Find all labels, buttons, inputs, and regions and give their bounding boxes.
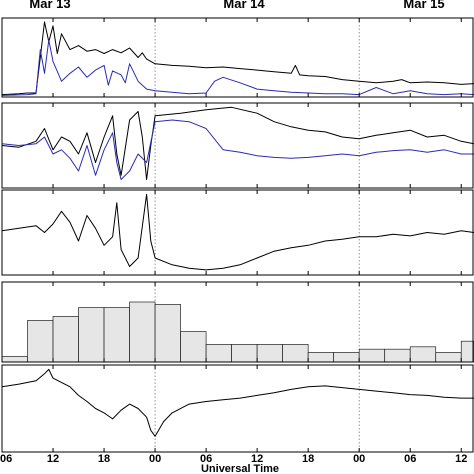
histogram-bar — [409, 346, 437, 363]
histogram-bar — [180, 331, 207, 363]
panel-5 — [1, 364, 474, 453]
histogram-bar — [78, 307, 105, 363]
series-line-2 — [1, 119, 474, 180]
x-tick-label: 18 — [98, 453, 110, 465]
panel-frame — [1, 102, 474, 189]
series-line-1 — [1, 368, 474, 437]
series-line-2 — [1, 39, 474, 96]
x-tick-label: 12 — [47, 453, 59, 465]
histogram-bar — [282, 344, 309, 363]
x-tick-label: 12 — [455, 453, 467, 465]
day-labels: Mar 13 Mar 14 Mar 15 — [29, 0, 444, 11]
histogram-bar — [384, 348, 411, 363]
series-line-1 — [1, 193, 474, 271]
histogram-bar — [256, 344, 283, 363]
x-tick-labels: 06 12 18 00 06 12 18 00 06 12 — [0, 453, 467, 465]
panel-frame — [1, 364, 474, 453]
x-tick-label: 06 — [0, 453, 12, 465]
x-tick-label: 12 — [251, 453, 263, 465]
x-tick-label: 18 — [302, 453, 314, 465]
panels-group — [1, 17, 474, 453]
histogram-bar — [129, 301, 156, 363]
x-axis-title: Universal Time — [201, 463, 279, 474]
series-line-1 — [1, 21, 474, 96]
x-tick-label: 00 — [353, 453, 365, 465]
histogram-bar — [333, 352, 360, 363]
histogram-bar — [205, 344, 232, 363]
day-label-mar-13: Mar 13 — [29, 0, 70, 11]
histogram-bar — [358, 348, 386, 363]
day-label-mar-14: Mar 14 — [223, 0, 265, 11]
x-tick-label: 06 — [200, 453, 212, 465]
histogram-bar — [154, 304, 181, 363]
x-tick-label: 00 — [149, 453, 161, 465]
panel-4 — [1, 281, 474, 363]
panel-frame — [1, 281, 474, 363]
histogram-bar — [103, 307, 130, 363]
panel-1 — [1, 17, 474, 98]
histogram-bar — [52, 316, 79, 363]
panel-3 — [1, 189, 474, 276]
panel-frame — [1, 17, 474, 98]
histogram-bar — [435, 352, 462, 363]
histogram-bar — [27, 320, 54, 363]
histogram-bar — [460, 340, 474, 363]
histogram-bar — [231, 344, 258, 363]
day-label-mar-15: Mar 15 — [403, 0, 444, 11]
histogram-bar — [1, 356, 28, 363]
x-tick-label: 06 — [404, 453, 416, 465]
panel-frame — [1, 189, 474, 276]
histogram-bar — [307, 352, 335, 363]
panel-2 — [1, 102, 474, 189]
series-line-1 — [1, 106, 474, 180]
